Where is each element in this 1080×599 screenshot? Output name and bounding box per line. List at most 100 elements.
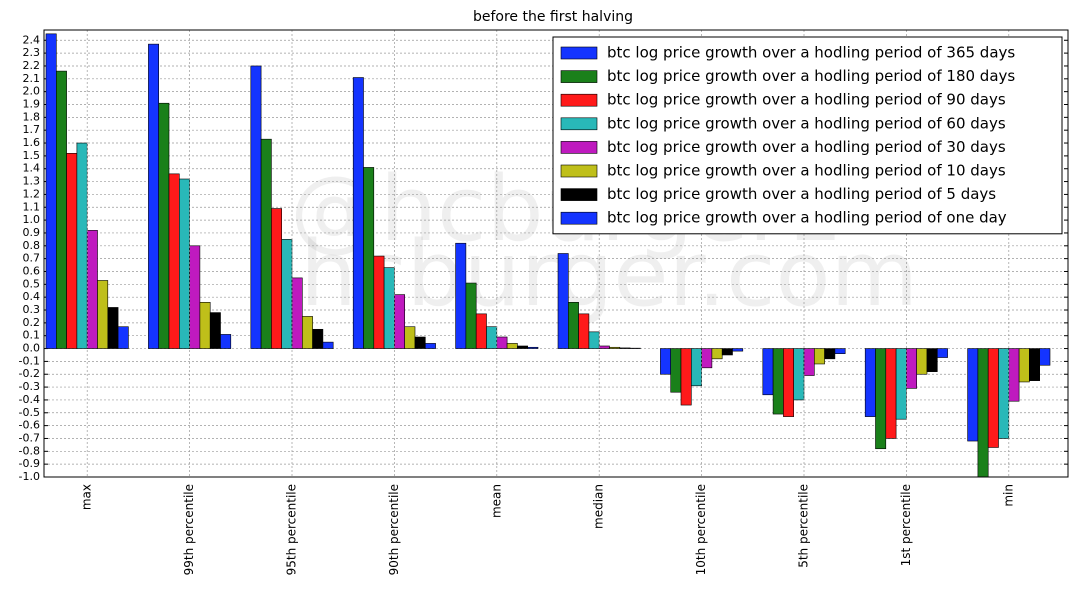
bar (301, 316, 313, 349)
y-tick-label: -0.5 (19, 406, 40, 419)
bar (363, 167, 375, 349)
legend-box (552, 36, 1063, 235)
legend-label: btc log price growth over a hodling peri… (607, 162, 1006, 180)
bar (312, 328, 324, 349)
y-tick-label: 0.0 (23, 342, 41, 355)
x-tick-label: max (80, 484, 94, 510)
legend-swatch (560, 93, 598, 107)
bar (271, 208, 282, 349)
bar (209, 312, 221, 349)
legend-label: btc log price growth over a hodling peri… (607, 138, 1006, 156)
bar (977, 348, 989, 477)
bar (875, 348, 887, 450)
y-tick-label: 0.5 (23, 277, 41, 290)
y-tick-label: 0.3 (23, 303, 41, 316)
bar (189, 245, 201, 349)
y-tick-label: 1.1 (23, 200, 41, 213)
x-tick-label: 5th percentile (797, 484, 811, 568)
y-tick-label: 1.7 (23, 123, 41, 136)
bar (987, 348, 999, 448)
legend-label: btc log price growth over a hodling peri… (607, 114, 1006, 132)
bar (86, 230, 98, 349)
bar (168, 173, 180, 349)
x-tick-label: 1st percentile (899, 484, 913, 566)
legend-label: btc log price growth over a hodling peri… (607, 44, 1015, 62)
y-tick-label: 1.6 (23, 136, 41, 149)
bar (76, 142, 88, 349)
bar (772, 348, 784, 415)
bar (609, 346, 621, 349)
y-tick-label: -0.8 (19, 444, 40, 457)
x-tick-label: 90th percentile (387, 484, 401, 575)
bar (117, 326, 129, 349)
y-tick-label: -0.9 (19, 457, 40, 470)
bar (486, 326, 498, 349)
y-tick-label: 0.7 (23, 252, 41, 265)
bar (45, 33, 57, 349)
legend-label: btc log price growth over a hodling peri… (607, 67, 1015, 85)
bar (588, 331, 600, 349)
y-tick-label: 0.1 (23, 329, 41, 342)
y-tick-label: 2.2 (23, 59, 41, 72)
bar (475, 313, 487, 349)
x-tick-label: median (592, 484, 606, 529)
bar (557, 253, 569, 349)
y-tick-label: 1.8 (23, 110, 41, 123)
bar (158, 102, 170, 349)
legend-swatch (560, 164, 598, 178)
x-tick-label: 10th percentile (694, 484, 708, 575)
bar (1039, 348, 1051, 366)
bar (906, 348, 918, 389)
bar (199, 302, 211, 349)
x-tick-label: min (1001, 484, 1015, 507)
bar (291, 277, 303, 349)
bar (66, 153, 78, 349)
legend-swatch (560, 141, 598, 154)
bar (670, 348, 682, 393)
bar (813, 348, 825, 365)
bar (864, 348, 876, 417)
bar (803, 348, 815, 376)
y-tick-label: 2.1 (23, 72, 41, 85)
plot-frame (43, 29, 1069, 478)
bar (732, 348, 744, 352)
legend-swatch (560, 70, 598, 83)
bar (721, 348, 733, 356)
x-tick-label: 95th percentile (285, 484, 299, 575)
y-tick-label: 2.4 (23, 33, 41, 46)
legend-swatch (560, 211, 598, 225)
bar (465, 282, 477, 349)
bar (936, 348, 948, 358)
bar (383, 267, 395, 349)
bar (895, 348, 907, 420)
bar (506, 343, 518, 349)
bar (1018, 348, 1030, 383)
bar (567, 302, 579, 349)
y-tick-label: 1.5 (23, 149, 41, 162)
bar (701, 348, 713, 369)
bar (834, 348, 846, 354)
legend-swatch (560, 188, 598, 201)
bar (250, 65, 262, 349)
bar (998, 348, 1010, 439)
bar (885, 348, 897, 439)
bar (179, 178, 190, 349)
bar (517, 345, 529, 349)
bar (414, 336, 426, 349)
bar (107, 307, 119, 349)
bar (394, 294, 405, 349)
y-tick-label: 0.8 (23, 239, 41, 252)
legend-label: btc log price growth over a hodling peri… (607, 91, 1006, 109)
y-tick-label: 1.3 (23, 175, 41, 188)
y-tick-label: 2.0 (23, 85, 41, 98)
bar (926, 348, 938, 372)
bar (967, 348, 979, 442)
bar (281, 239, 293, 349)
y-tick-label: -0.6 (19, 419, 40, 432)
bar (322, 341, 334, 349)
chart-title: before the first halving (473, 9, 633, 25)
y-tick-label: 0.2 (23, 316, 41, 329)
legend-label: btc log price growth over a hodling peri… (607, 185, 996, 203)
plot-area (45, 33, 1051, 477)
